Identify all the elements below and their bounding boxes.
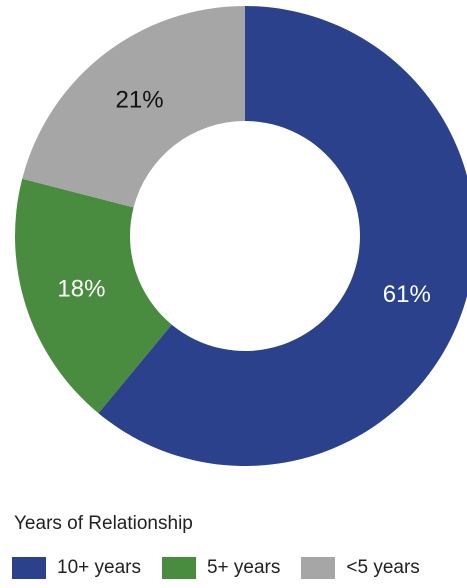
legend-swatch-10-plus-years	[12, 557, 46, 579]
legend-label-10-plus-years: 10+ years	[57, 557, 141, 578]
slice-label-10-plus-years: 61%	[383, 281, 431, 308]
legend-title: Years of Relationship	[14, 513, 193, 534]
legend-item-under-5-years: <5 years	[301, 557, 420, 579]
legend: 10+ years 5+ years <5 years	[12, 556, 420, 580]
legend-label-5-plus-years: 5+ years	[206, 557, 281, 578]
slice-label-under-5-years: 21%	[116, 87, 164, 114]
donut-chart: 61% 18% 21%	[15, 6, 467, 466]
slice-5-plus-years	[15, 178, 172, 414]
legend-swatch-5-plus-years	[161, 557, 196, 579]
slice-labels: 61% 18% 21%	[57, 87, 430, 308]
slice-label-5-plus-years: 18%	[57, 276, 105, 303]
legend-label-under-5-years: <5 years	[346, 557, 420, 578]
slice-under-5-years	[22, 6, 245, 208]
legend-swatch-under-5-years	[301, 557, 336, 579]
donut-slices	[15, 6, 467, 466]
legend-item-5-plus-years: 5+ years	[161, 557, 281, 579]
slice-10-plus-years	[98, 6, 467, 466]
legend-item-10-plus-years: 10+ years	[12, 557, 141, 579]
